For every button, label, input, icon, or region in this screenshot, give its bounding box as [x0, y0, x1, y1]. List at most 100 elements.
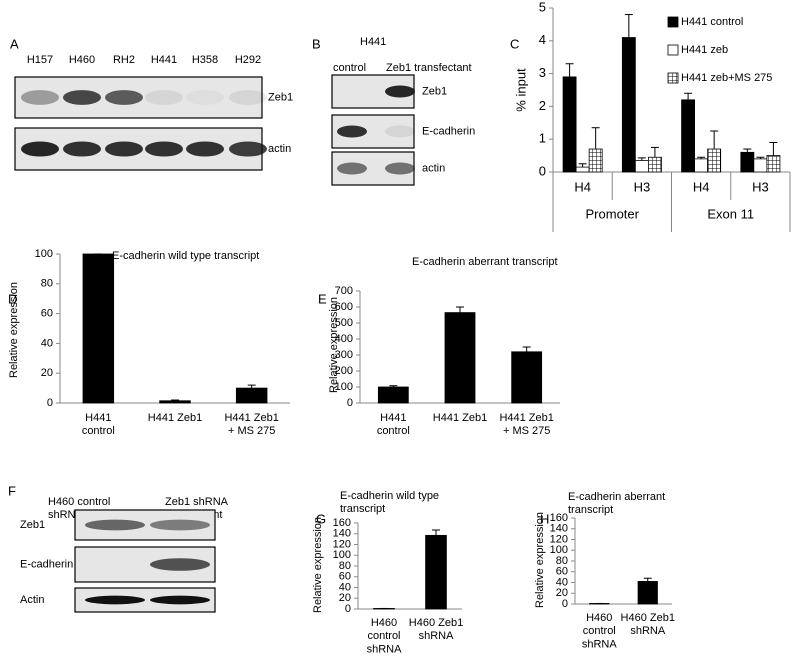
error-bar	[650, 146, 659, 158]
panel-label: D	[8, 291, 17, 306]
blot-band	[337, 125, 367, 138]
bar	[621, 37, 636, 173]
error-bar	[756, 156, 765, 159]
x-tick-label: H460 Zeb1 shRNA	[409, 617, 463, 642]
y-tick-label: 1	[539, 131, 546, 146]
y-tick-label: 20	[556, 587, 568, 599]
x-tick-label: H460 Zeb1 shRNA	[621, 612, 675, 637]
y-tick-label: 3	[539, 65, 546, 80]
panel-label: G	[316, 511, 326, 526]
error-bar	[769, 141, 778, 156]
y-tick-label: 40	[339, 581, 351, 593]
y-tick-label: 160	[550, 512, 568, 524]
y-tick-label: 120	[333, 538, 351, 550]
error-bar	[697, 156, 706, 159]
blot-band	[186, 141, 224, 157]
y-tick-label: 0	[347, 397, 353, 409]
error-bar	[637, 157, 646, 161]
panel-label: E	[318, 291, 327, 306]
y-tick-label: 60	[556, 566, 568, 578]
y-tick-label: 140	[333, 528, 351, 540]
row-label: Zeb1	[268, 91, 293, 103]
panel-label: H	[540, 511, 549, 526]
y-tick-label: 100	[333, 549, 351, 561]
blot-band	[21, 141, 59, 157]
y-tick-label: 5	[539, 0, 546, 14]
error-bar	[710, 130, 719, 150]
bar	[425, 534, 447, 610]
row-label: Zeb1	[422, 85, 447, 97]
x-tick-label: H441 Zeb1 + MS 275	[499, 412, 553, 437]
error-bar	[171, 399, 179, 401]
bar	[575, 166, 590, 173]
y-tick-label: 80	[41, 278, 53, 290]
x-tick-label: H4	[693, 179, 710, 194]
bar	[766, 155, 781, 173]
bar	[707, 148, 722, 173]
error-bar	[432, 529, 440, 536]
error-bar	[389, 385, 398, 387]
x-tick-label: H3	[752, 179, 769, 194]
lane-label: H358	[192, 54, 218, 66]
legend-swatch	[667, 44, 679, 56]
bar	[82, 253, 115, 404]
lane-label: H292	[235, 54, 261, 66]
blot-band	[145, 90, 183, 105]
y-tick-label: 0	[539, 163, 546, 178]
legend-label: H441 zeb+MS 275	[681, 72, 772, 84]
chart-title: E-cadherin aberrant transcript	[568, 491, 665, 516]
error-bar	[743, 148, 752, 153]
blot-band	[337, 162, 367, 175]
bar	[588, 148, 603, 173]
y-tick-label: 60	[339, 571, 351, 583]
bar	[694, 158, 709, 173]
legend-swatch	[667, 72, 679, 84]
bar	[740, 151, 755, 173]
y-axis-label: Relative expression	[8, 282, 20, 378]
error-bar	[591, 127, 600, 150]
panel-label: C	[510, 36, 519, 51]
y-tick-label: 160	[333, 517, 351, 529]
error-bar	[247, 384, 256, 389]
blot-band	[385, 162, 415, 175]
bar	[444, 312, 476, 404]
error-bar	[684, 92, 693, 100]
bar	[753, 158, 768, 173]
row-label: actin	[268, 143, 291, 155]
y-tick-label: 60	[41, 308, 53, 320]
lane-label: RH2	[113, 54, 135, 66]
bar	[634, 160, 649, 173]
blot-band	[385, 85, 415, 98]
blot-band	[150, 519, 210, 531]
y-tick-label: 0	[562, 598, 568, 610]
lane-label: control	[333, 62, 366, 74]
row-label: Actin	[20, 594, 44, 606]
y-tick-label: 500	[335, 317, 353, 329]
group-label: Promoter	[586, 206, 640, 221]
y-tick-label: 400	[335, 333, 353, 345]
legend-swatch	[667, 16, 679, 28]
lane-label: H441	[151, 54, 177, 66]
y-axis-label: % input	[513, 68, 528, 112]
lane-label: Zeb1 transfectant	[386, 62, 472, 74]
row-label: E-cadherin	[422, 125, 475, 137]
error-bar	[624, 14, 633, 38]
error-bar	[456, 306, 464, 313]
chart-title: E-cadherin aberrant transcript	[412, 256, 558, 268]
x-tick-label: H441 Zeb1	[433, 412, 487, 424]
y-tick-label: 300	[335, 349, 353, 361]
blot-band	[85, 595, 145, 605]
lane-label: H157	[27, 54, 53, 66]
bar	[377, 386, 409, 404]
chart-title: E-cadherin wild type transcript	[340, 490, 439, 515]
y-axis-label: Relative expression	[312, 517, 324, 613]
blot-band	[150, 558, 210, 571]
legend-label: H441 zeb	[681, 44, 728, 56]
x-tick-label: H3	[634, 179, 651, 194]
row-label: E-cadherin	[20, 558, 73, 570]
x-tick-label: H441 control	[377, 412, 410, 437]
y-tick-label: 120	[550, 533, 568, 545]
chart-title: E-cadherin wild type transcript	[112, 250, 259, 262]
x-tick-label: H441 control	[82, 412, 115, 437]
